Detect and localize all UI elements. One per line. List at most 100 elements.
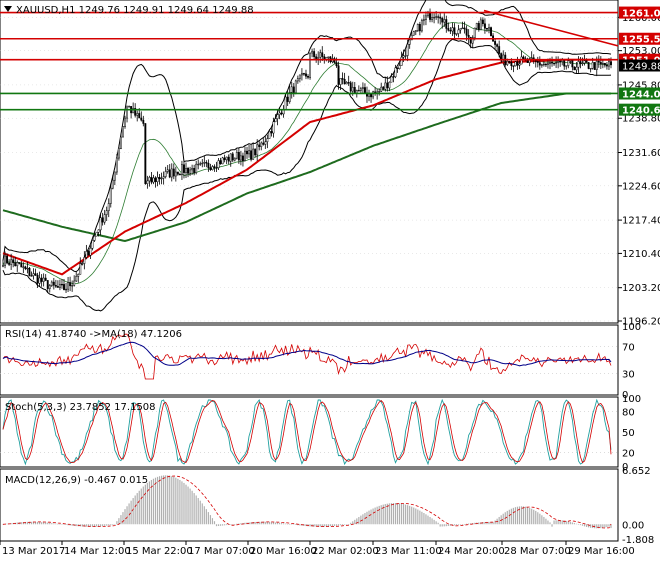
macd-histogram-bar [104,524,106,526]
candle-body [465,28,468,36]
macd-histogram-bar [175,477,177,525]
macd-histogram-bar [108,524,110,526]
candle-body [162,176,165,179]
candle-body [195,163,198,173]
stoch-tick-label: 50 [622,428,635,439]
candle-body [563,60,566,67]
macd-histogram-bar [197,498,199,525]
macd-histogram-bar [161,475,163,525]
rsi-pane [0,333,618,380]
candle-body [140,117,143,121]
macd-histogram-bar [71,524,73,526]
candle-body [443,19,446,23]
candle-body [414,30,417,32]
macd-histogram-bar [266,521,268,525]
candle-body [144,123,147,184]
candle-body [585,60,588,63]
candle-body [364,87,366,94]
candle-body [581,62,584,65]
candle-body [569,60,572,62]
macd-histogram-bar [435,521,437,525]
stoch-signal-line [2,400,612,464]
candle-body [113,171,116,181]
candle-body [439,16,442,19]
macd-histogram-bar [335,524,338,526]
macd-histogram-bar [240,523,242,525]
macd-histogram-bar [39,522,41,525]
macd-histogram-bar [291,524,293,525]
candle-body [357,90,360,92]
macd-tick-label: 6.652 [622,466,651,477]
price-pane [0,0,619,322]
macd-histogram-bar [262,521,264,525]
macd-histogram-bar [313,524,315,527]
macd-histogram-bar [122,512,124,525]
candle-body [122,126,124,138]
candle-body [36,274,39,284]
macd-histogram-bar [26,521,29,525]
macd-histogram-bar [413,507,415,525]
candle-body [422,19,425,21]
macd-histogram-bar [272,522,275,525]
candle-body [551,62,553,64]
macd-histogram-bar [254,521,256,525]
macd-histogram-bar [541,515,543,525]
candle-body [490,27,492,37]
candle-body [276,114,279,119]
macd-histogram-bar [583,524,586,527]
candle-body [93,235,96,241]
macd-histogram-bar [297,524,299,526]
macd-histogram-bar [140,488,142,525]
macd-histogram-bar [256,521,258,525]
macd-histogram-bar [551,524,553,527]
candle-body [408,39,411,45]
macd-histogram-bar [299,524,301,526]
x-tick-label: 17 Mar 07:00 [188,546,255,557]
price-pane-frame [0,0,619,324]
macd-histogram-bar [390,503,392,525]
rsi-tick-label: 70 [622,342,635,353]
candle-body [307,76,309,78]
macd-histogram-bar [394,503,397,525]
macd-histogram-bar [598,524,600,529]
bollinger-middle-band [2,22,612,285]
macd-histogram-bar [433,519,435,525]
macd-histogram-bar [463,524,466,525]
candle-body [547,63,549,65]
candle-body [300,73,303,76]
macd-histogram-bar [520,506,523,525]
macd-histogram-bar [547,520,549,525]
macd-histogram-bar [150,479,153,525]
candle-body [142,119,145,124]
candle-body [256,144,259,156]
macd-histogram-bar [376,506,378,525]
macd-histogram-bar [171,476,173,525]
stoch-tick-label: 80 [622,408,635,419]
macd-histogram-bar [120,515,122,525]
macd-histogram-bar [411,506,413,525]
macd-histogram-bar [224,524,226,526]
candle-body [559,60,562,63]
candle-body [103,214,106,223]
macd-signal-line [2,475,612,529]
macd-histogram-bar [425,514,427,525]
x-tick-label: 24 Mar 20:00 [438,546,505,557]
macd-histogram-bar [319,524,321,527]
price-tick-label: 1203.20 [622,283,660,294]
candle-body [290,86,293,93]
candle-body [219,160,222,165]
candle-body [518,63,521,66]
candle-body [32,273,35,276]
price-level-tag [619,87,660,100]
candle-body [555,62,558,64]
candle-body [260,142,263,148]
candle-body [158,177,161,180]
candle-body [274,118,277,123]
macd-histogram-bar [244,522,246,525]
macd-histogram-bar [163,475,165,525]
candle-body [567,60,570,66]
macd-histogram-bar [81,524,83,527]
candle-body [126,106,128,119]
macd-histogram-bar [490,521,492,525]
